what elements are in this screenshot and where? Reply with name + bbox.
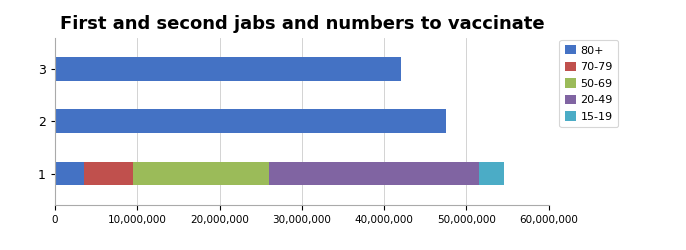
Title: First and second jabs and numbers to vaccinate: First and second jabs and numbers to vac… [60, 15, 544, 33]
Legend: 80+, 70-79, 50-69, 20-49, 15-19: 80+, 70-79, 50-69, 20-49, 15-19 [559, 40, 618, 128]
Bar [55, 162, 84, 185]
Bar [55, 57, 401, 81]
Bar [269, 162, 479, 185]
Bar [84, 162, 133, 185]
Bar [55, 110, 446, 133]
Bar [133, 162, 269, 185]
Bar [479, 162, 504, 185]
